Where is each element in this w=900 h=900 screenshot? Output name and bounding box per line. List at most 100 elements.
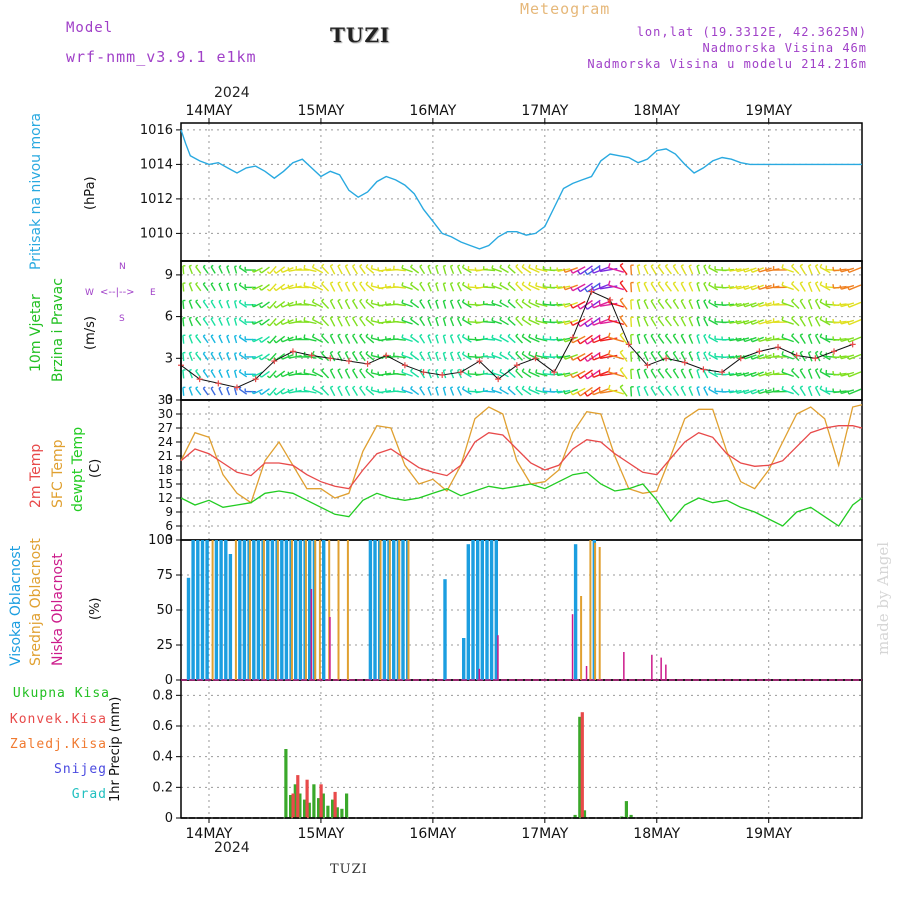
- wind-barb: [680, 387, 687, 397]
- wind-barb-head: [337, 385, 341, 389]
- precip-bar: [620, 816, 624, 818]
- wind-barb-head: [443, 299, 446, 302]
- cloud-bar: [191, 540, 195, 680]
- wind-barb-head: [457, 299, 461, 302]
- wind-barb: [344, 265, 351, 275]
- wind-barb-head: [735, 267, 738, 272]
- cloud-bar: [310, 589, 313, 680]
- wind-barb-head: [210, 351, 214, 355]
- wind-barb-head: [607, 280, 611, 286]
- wind-barb: [744, 319, 757, 325]
- wind-barb: [312, 284, 324, 291]
- wind-barb: [696, 335, 701, 344]
- wind-barb-head: [791, 298, 795, 302]
- wind-barb-head: [742, 320, 746, 325]
- wind-barb: [722, 303, 735, 306]
- wind-barb-head: [461, 333, 465, 338]
- wind-barb-head: [791, 333, 795, 337]
- wind-barb-head: [330, 368, 334, 371]
- wind-barb: [202, 300, 209, 309]
- wind-barb-head: [251, 303, 255, 308]
- wind-barb: [233, 301, 238, 309]
- wind-barb-head: [507, 264, 511, 268]
- wind-barb: [442, 283, 447, 292]
- wind-barb-head: [535, 386, 538, 391]
- wind-barb-head: [226, 352, 230, 355]
- wind-barb-head: [234, 317, 237, 320]
- wind-barb: [491, 371, 502, 377]
- wind-barb-head: [280, 338, 283, 343]
- dewpt-temp-line: [180, 471, 863, 527]
- wind-barb: [393, 268, 406, 272]
- wind-barb: [427, 370, 432, 379]
- wind-barb-head: [750, 372, 753, 377]
- wind-barb-head: [234, 369, 237, 372]
- wind-barb: [636, 317, 641, 327]
- wind-barb-head: [352, 316, 356, 319]
- wind-speed-marker: [831, 348, 838, 355]
- wind-barb: [491, 389, 502, 394]
- wind-barb-head: [370, 317, 373, 321]
- wind-barb-head: [450, 334, 454, 337]
- pressure-line: [180, 129, 862, 250]
- wind-barb-head: [226, 386, 230, 389]
- wind-barb-head: [643, 351, 647, 354]
- wind-barb-head: [303, 386, 306, 391]
- panel-pressure: 1016 1014 1012 1010: [140, 122, 863, 262]
- wind-barb: [410, 266, 420, 274]
- wind-barb-head: [259, 339, 262, 343]
- wind-barb-head: [202, 316, 206, 320]
- wind-barb: [619, 369, 628, 380]
- wind-barb: [696, 317, 701, 327]
- wind-barb-head: [273, 304, 277, 309]
- wind-barb: [410, 388, 420, 396]
- wind-barb: [608, 319, 624, 326]
- wind-barb: [449, 335, 455, 344]
- wind-barb: [321, 318, 330, 327]
- wind-barb-head: [556, 319, 559, 324]
- wind-barb: [210, 387, 216, 396]
- compass-n: N: [119, 262, 126, 272]
- wind-barb-head: [251, 355, 255, 360]
- wind-barb: [365, 370, 375, 379]
- wind-barb: [708, 353, 719, 361]
- wind-barb: [483, 303, 496, 306]
- wind-barb: [352, 300, 358, 310]
- wind-barb-head: [435, 334, 439, 337]
- wind-barb-head: [765, 388, 768, 394]
- cloud-bar: [328, 540, 331, 680]
- wind-barb-head: [819, 298, 823, 303]
- wind-barb: [550, 373, 563, 376]
- wind-barb-head: [750, 390, 753, 395]
- wind-barb-head: [815, 350, 819, 354]
- precip-bar: [578, 716, 582, 818]
- wind-barb-head: [457, 281, 461, 285]
- wind-barb-head: [419, 386, 423, 389]
- wind-barb: [195, 353, 202, 361]
- wind-barb-head: [808, 281, 812, 284]
- cloud-bar: [623, 652, 625, 680]
- wind-barb: [744, 336, 757, 343]
- wind-barb: [269, 352, 277, 361]
- wind-barb: [737, 372, 750, 377]
- wind-barb: [427, 335, 432, 344]
- wind-barb: [260, 318, 270, 326]
- year-top: 2024: [214, 85, 250, 101]
- wind-barb-head: [584, 374, 588, 380]
- wind-barb: [337, 369, 343, 379]
- wind-barb-head: [337, 316, 341, 319]
- wind-barb-head: [664, 350, 669, 354]
- cloud-bar: [219, 540, 223, 680]
- wind-barb-head: [365, 333, 369, 337]
- wind-barb: [202, 266, 209, 274]
- wind-barb: [456, 387, 462, 396]
- wind-barb: [321, 300, 330, 309]
- wind-barb: [814, 265, 821, 275]
- wind-barb: [819, 266, 831, 274]
- wind-barb-head: [650, 281, 654, 285]
- wind-barb: [643, 335, 649, 344]
- wind-barb-head: [590, 337, 595, 343]
- wind-barb: [321, 283, 330, 292]
- wind-barb: [260, 266, 270, 274]
- wind-barb: [233, 283, 238, 292]
